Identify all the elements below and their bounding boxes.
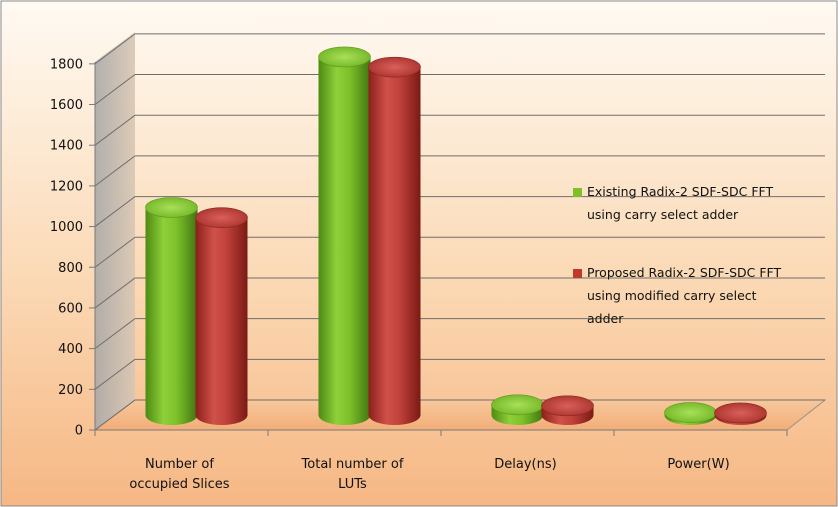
gridline-side xyxy=(94,33,136,65)
x-axis-labels: Number of occupied Slices Total number of L… xyxy=(129,457,729,492)
bar-existing-1 xyxy=(318,46,371,425)
y-tick-label: 1800 xyxy=(50,57,83,72)
legend-swatch xyxy=(573,269,582,278)
bar-existing-0 xyxy=(145,197,198,425)
legend-label: adder xyxy=(587,311,624,326)
gridline-side xyxy=(94,155,136,187)
legend-label: using modified carry select xyxy=(587,288,757,303)
bar-proposed-0 xyxy=(195,207,248,425)
gridline-side xyxy=(94,236,136,268)
bar-proposed-3 xyxy=(714,402,767,425)
legend-label: Proposed Radix-2 SDF-SDC FFT xyxy=(587,265,782,280)
legend: Existing Radix-2 SDF-SDC FFT using carry … xyxy=(573,184,782,326)
gridline-side xyxy=(94,358,136,390)
side-wall xyxy=(95,32,135,430)
y-tick-label: 800 xyxy=(58,261,83,276)
bar-proposed-2 xyxy=(541,395,594,425)
x-category-label: occupied Slices xyxy=(129,477,229,492)
y-tick-label: 1600 xyxy=(50,98,83,113)
bar-proposed-1 xyxy=(368,56,421,425)
y-tick-label: 1400 xyxy=(50,139,83,154)
y-tick-label: 1000 xyxy=(50,220,83,235)
y-tick-label: 1200 xyxy=(50,179,83,194)
y-tick-label: 200 xyxy=(58,383,83,398)
y-axis: 0 200 400 600 800 1000 1200 1400 1600 1800 xyxy=(50,57,788,439)
gridline-side xyxy=(94,114,136,146)
bar-existing-2 xyxy=(491,394,544,425)
gridline-side xyxy=(94,196,136,227)
gridline-side xyxy=(94,399,136,431)
y-tick-label: 0 xyxy=(75,424,83,439)
legend-swatch xyxy=(573,188,582,197)
legend-item-proposed: Proposed Radix-2 SDF-SDC FFT using modifi… xyxy=(573,265,782,326)
legend-item-existing: Existing Radix-2 SDF-SDC FFT using carry … xyxy=(573,184,773,222)
x-category-label: Power(W) xyxy=(667,457,729,472)
gridline-side xyxy=(94,277,136,309)
x-category-label: Number of xyxy=(145,457,214,472)
y-tick-label: 600 xyxy=(58,301,83,316)
gridlines xyxy=(94,33,825,431)
gridline-side xyxy=(94,318,136,350)
x-category-label: LUTs xyxy=(338,477,367,492)
legend-label: Existing Radix-2 SDF-SDC FFT xyxy=(587,184,773,199)
bar-existing-3 xyxy=(664,402,717,425)
y-tick-label: 400 xyxy=(58,342,83,357)
legend-label: using carry select adder xyxy=(587,207,739,222)
bars xyxy=(145,46,767,425)
x-category-label: Delay(ns) xyxy=(494,457,556,472)
gridline-side xyxy=(94,74,136,105)
x-category-label: Total number of xyxy=(301,457,404,472)
